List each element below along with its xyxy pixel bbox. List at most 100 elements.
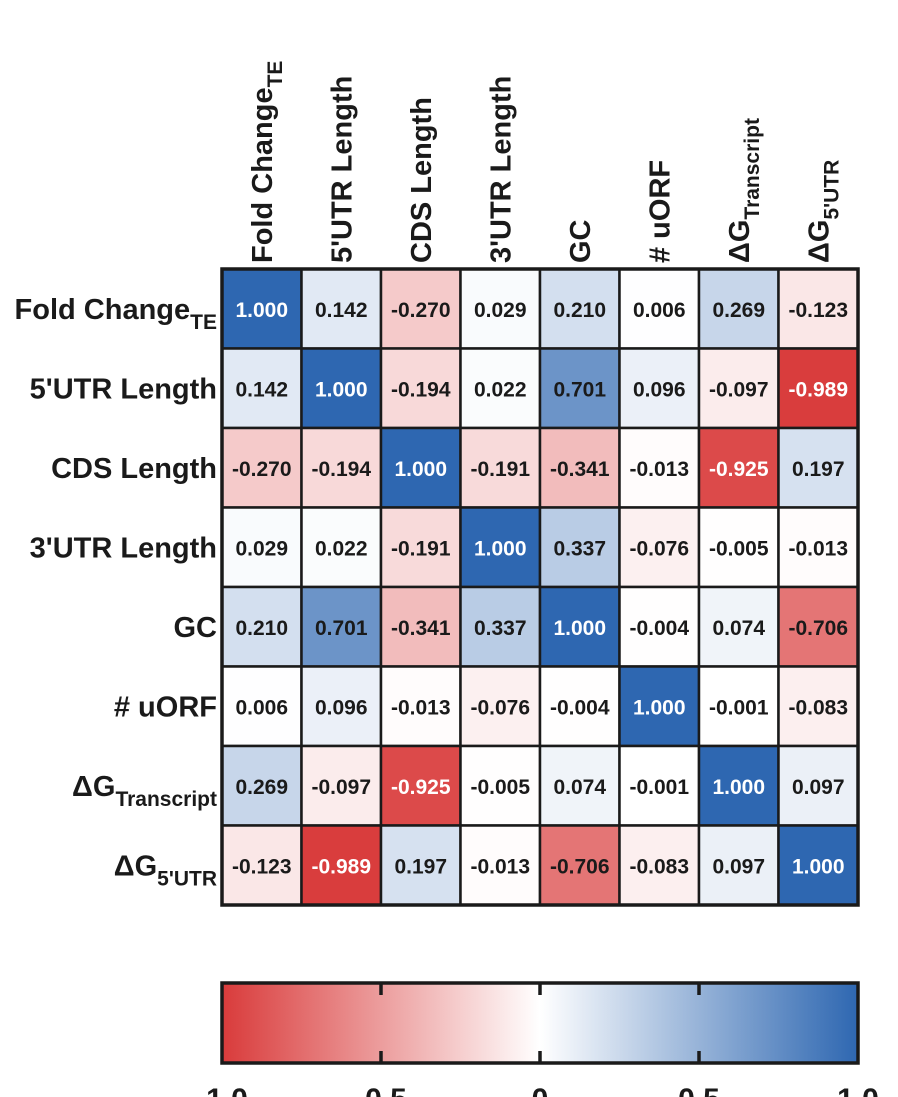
row-label: ΔG5'UTR [114, 850, 217, 890]
cell-value-label: 1.000 [474, 537, 527, 560]
row-label: CDS Length [51, 453, 217, 485]
heatmap-cell [618, 665, 701, 748]
cell-value-label: -0.005 [709, 537, 769, 560]
heatmap-cell [777, 744, 860, 827]
cell-value-label: 1.000 [712, 776, 765, 799]
cell-value-label: -0.097 [311, 776, 371, 799]
cell-value-label: -0.004 [629, 617, 689, 640]
heatmap-cell [300, 744, 383, 827]
heatmap-cell [697, 744, 780, 827]
heatmap-frame [220, 267, 860, 907]
cell-value-label: 0.142 [315, 299, 368, 322]
heatmap-cell [538, 506, 621, 589]
heatmap-cell [618, 267, 701, 350]
cell-value-label: -0.194 [311, 458, 371, 481]
cell-value-label: 0.097 [712, 855, 765, 878]
heatmap-cell [300, 267, 383, 350]
column-label: 5'UTR Length [326, 76, 358, 263]
row-label: # uORF [114, 691, 217, 723]
cell-value-label: -0.013 [788, 537, 848, 560]
cell-value-label: 1.000 [553, 617, 606, 640]
cell-value-label: -0.270 [232, 458, 292, 481]
row-label: 5'UTR Length [30, 373, 217, 405]
cell-value-label: 0.701 [315, 617, 368, 640]
cell-value-label: -0.013 [629, 458, 689, 481]
cell-value-label: -0.076 [470, 696, 530, 719]
cell-value-label: -0.989 [788, 378, 848, 401]
cell-value-label: 0.142 [235, 378, 288, 401]
cell-value-label: 0.210 [553, 299, 606, 322]
cell-value-label: 0.197 [792, 458, 845, 481]
cell-value-label: -0.076 [629, 537, 689, 560]
cell-value-label: -0.001 [629, 776, 689, 799]
cell-value-label: -0.270 [391, 299, 451, 322]
cell-value-label: -0.194 [391, 378, 451, 401]
cell-value-label: 0.096 [315, 696, 368, 719]
heatmap-cell [777, 267, 860, 350]
column-label: ΔG5'UTR [803, 160, 843, 263]
cell-value-label: 0.269 [235, 776, 288, 799]
cell-value-label: -0.925 [709, 458, 769, 481]
heatmap-cell [538, 585, 621, 668]
cell-value-label: -0.097 [709, 378, 769, 401]
heatmap-cell [697, 426, 780, 509]
cell-value-label: 0.029 [474, 299, 527, 322]
heatmap-cell [300, 347, 383, 430]
cell-value-label: -0.925 [391, 776, 451, 799]
cell-value-label: 1.000 [394, 458, 447, 481]
cell-value-label: 0.210 [235, 617, 288, 640]
cell-value-label: -0.191 [470, 458, 530, 481]
cell-value-label: 0.701 [553, 378, 606, 401]
cell-value-label: 0.074 [712, 617, 765, 640]
cell-value-label: 0.096 [633, 378, 686, 401]
cell-value-label: 0.337 [553, 537, 606, 560]
cell-value-label: 0.022 [474, 378, 527, 401]
row-label: Fold ChangeTE [15, 294, 217, 334]
heatmap-cell [777, 665, 860, 748]
column-label: # uORF [644, 160, 676, 263]
cell-value-label: -0.083 [788, 696, 848, 719]
heatmap-cell [538, 824, 621, 907]
cell-value-label: -0.005 [470, 776, 530, 799]
colorbar-tick-label: 0 [532, 1083, 549, 1097]
cell-value-label: -0.341 [391, 617, 451, 640]
cell-value-label: 1.000 [235, 299, 288, 322]
heatmap-cell [777, 824, 860, 907]
heatmap-cell [300, 665, 383, 748]
cell-value-label: 0.197 [394, 855, 447, 878]
heatmap-cell [777, 347, 860, 430]
heatmap-cell [459, 347, 542, 430]
row-label: 3'UTR Length [30, 532, 217, 564]
row-label: ΔGTranscript [72, 771, 217, 811]
colorbar-tick-label: -0.5 [355, 1083, 407, 1097]
row-label: GC [174, 612, 218, 644]
column-label: 3'UTR Length [485, 76, 517, 263]
heatmap-cell [618, 744, 701, 827]
heatmap-cell [379, 824, 462, 907]
cell-value-label: 1.000 [792, 855, 845, 878]
heatmap-cell [379, 426, 462, 509]
heatmap-cell [697, 506, 780, 589]
colorbar-tick-label: 0.5 [678, 1083, 720, 1097]
heatmap-cell [538, 426, 621, 509]
cell-value-label: -0.013 [470, 855, 530, 878]
heatmap-cell [459, 585, 542, 668]
cell-value-label: 0.006 [633, 299, 686, 322]
heatmap-cell [379, 506, 462, 589]
cell-value-label: -0.013 [391, 696, 451, 719]
cell-value-label: 0.074 [553, 776, 606, 799]
heatmap-cell [538, 744, 621, 827]
cell-value-label: -0.191 [391, 537, 451, 560]
cell-value-label: -0.001 [709, 696, 769, 719]
cell-value-label: -0.706 [788, 617, 848, 640]
heatmap-cell [220, 744, 303, 827]
cell-value-label: -0.989 [311, 855, 371, 878]
cell-value-label: 0.006 [235, 696, 288, 719]
colorbar-tick-label: 1.0 [837, 1083, 879, 1097]
cell-value-label: -0.341 [550, 458, 610, 481]
cell-value-label: -0.706 [550, 855, 610, 878]
colorbar-tick-label: -1.0 [196, 1083, 248, 1097]
cell-value-label: 0.337 [474, 617, 527, 640]
heatmap-cell [697, 665, 780, 748]
